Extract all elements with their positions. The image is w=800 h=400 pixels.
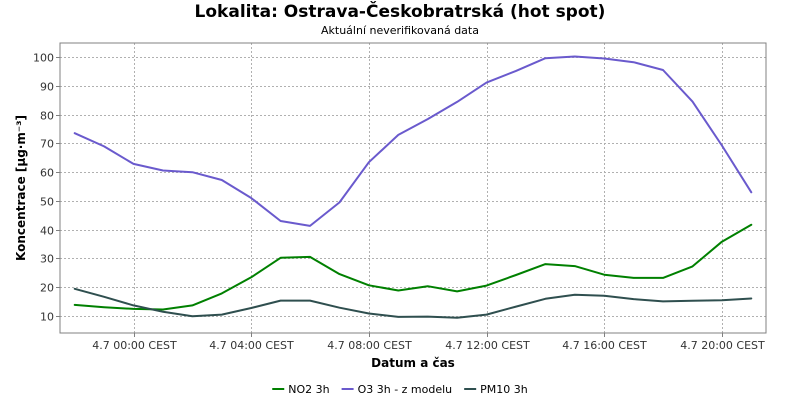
series-lines [73, 55, 753, 319]
x-axis-ticks: 4.7 00:00 CEST 4.7 04:00 CEST 4.7 08:00 CE… [92, 333, 765, 352]
x-tick-label: 4.7 20:00 CEST [680, 339, 765, 352]
x-tick-label: 4.7 12:00 CEST [445, 339, 530, 352]
y-tick-label: 70 [40, 138, 54, 151]
y-tick-label: 80 [40, 110, 54, 123]
plot-background [60, 43, 766, 333]
legend-label: O3 3h - z modelu [358, 383, 453, 396]
legend-item: PM10 3h [464, 383, 528, 396]
x-tick-label: 4.7 08:00 CEST [327, 339, 412, 352]
y-tick-label: 20 [40, 282, 54, 295]
y-tick-label: 90 [40, 81, 54, 94]
y-tick-label: 60 [40, 167, 54, 180]
y-tick-label: 40 [40, 225, 54, 238]
x-tick-label: 4.7 16:00 CEST [562, 339, 647, 352]
legend-label: NO2 3h [288, 383, 329, 396]
x-tick-label: 4.7 00:00 CEST [92, 339, 177, 352]
chart-subtitle: Aktuální neverifikovaná data [321, 24, 479, 37]
y-axis-ticks: 10 20 30 40 50 60 70 80 90 100 [33, 52, 60, 324]
legend: NO2 3h O3 3h - z modelu PM10 3h [272, 383, 528, 396]
series-line-2 [73, 287, 753, 319]
y-tick-label: 10 [40, 311, 54, 324]
y-tick-label: 30 [40, 253, 54, 266]
plot-frame [59, 42, 767, 334]
legend-item: O3 3h - z modelu [341, 383, 453, 396]
y-axis-title: Koncentrace [µg·m⁻³] [14, 115, 28, 261]
legend-label: PM10 3h [480, 383, 528, 396]
series-line-1 [73, 55, 753, 227]
y-tick-label: 50 [40, 196, 54, 209]
x-axis-title: Datum a čas [371, 356, 455, 370]
legend-item: NO2 3h [272, 383, 330, 396]
y-tick-label: 100 [33, 52, 54, 65]
x-tick-label: 4.7 04:00 CEST [209, 339, 294, 352]
chart-title: Lokalita: Ostrava-Českobratrská (hot spo… [194, 2, 606, 22]
series-line-0 [73, 223, 753, 311]
grid-lines [60, 43, 766, 333]
